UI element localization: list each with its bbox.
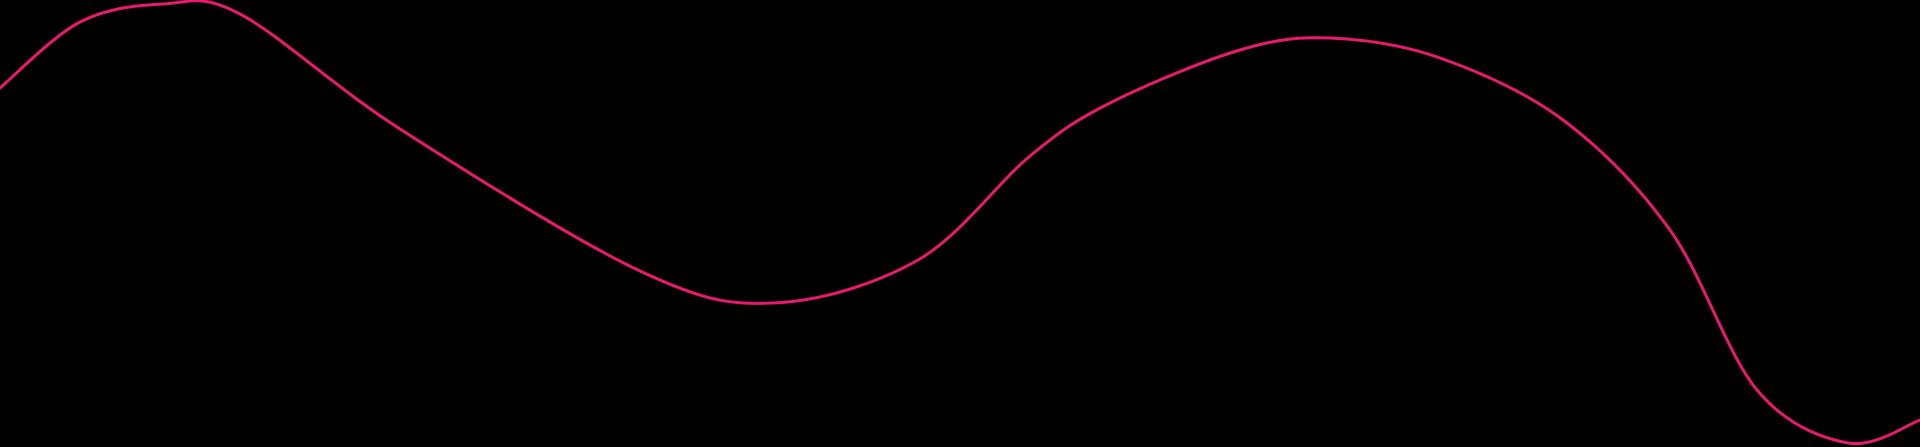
- wave-svg: [0, 0, 1920, 446]
- wave-curve-path: [0, 0, 1920, 446]
- wave-canvas: [0, 0, 1920, 446]
